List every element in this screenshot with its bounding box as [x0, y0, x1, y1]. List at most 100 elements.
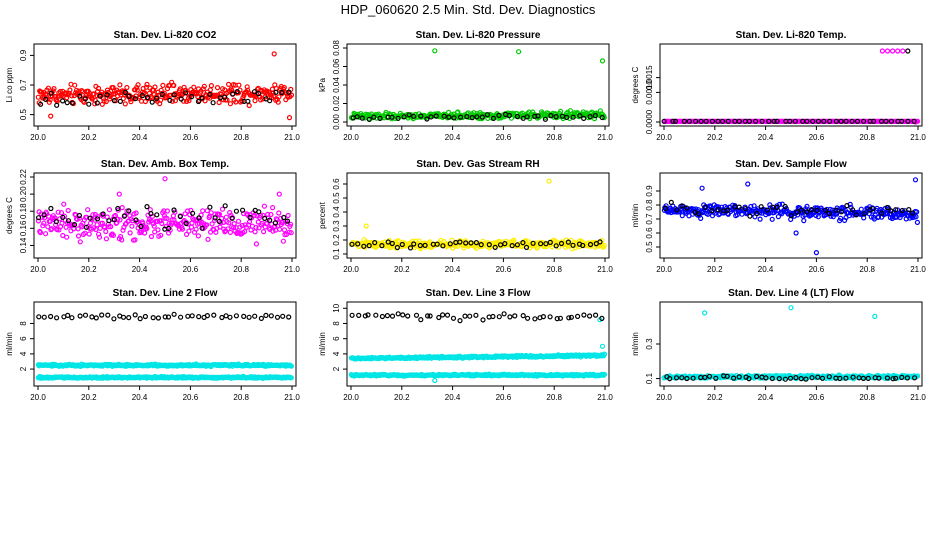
- data-point: [157, 97, 164, 103]
- data-point: [490, 313, 496, 320]
- data-point: [275, 99, 281, 105]
- x-tick-label: 20.2: [81, 393, 97, 402]
- data-point: [804, 203, 810, 210]
- data-point: [865, 375, 871, 382]
- data-point: [138, 223, 144, 230]
- data-point: [457, 239, 463, 245]
- data-point: [709, 118, 716, 124]
- data-point: [288, 230, 294, 236]
- data-point: [850, 374, 856, 380]
- data-point: [129, 223, 135, 229]
- data-point: [77, 239, 83, 245]
- data-point: [230, 91, 236, 97]
- data-point: [43, 231, 49, 237]
- data-point: [361, 243, 367, 249]
- x-tick-label: 20.0: [30, 393, 46, 402]
- data-point: [601, 351, 608, 357]
- plot-frame: [346, 301, 610, 387]
- data-point: [274, 314, 281, 320]
- data-point: [914, 219, 920, 226]
- x-tick-label: 20.4: [445, 133, 461, 142]
- data-point: [566, 315, 572, 321]
- data-point: [524, 114, 530, 120]
- series-sub: [35, 203, 291, 232]
- data-point: [763, 375, 769, 381]
- data-point: [65, 312, 71, 318]
- x-tick-label: 20.8: [859, 133, 875, 142]
- data-point: [284, 218, 291, 224]
- x-tick-label: 20.6: [496, 393, 512, 402]
- x-tick-label: 20.2: [81, 133, 97, 142]
- data-point: [272, 220, 278, 226]
- data-point: [520, 313, 526, 319]
- data-point: [766, 118, 772, 124]
- data-point: [245, 87, 251, 93]
- y-axis-label: Li co ppm: [5, 67, 14, 102]
- data-point: [798, 375, 804, 382]
- data-point: [288, 221, 294, 227]
- data-point: [662, 205, 669, 212]
- data-point: [507, 314, 513, 320]
- x-tick-label: 20.6: [809, 393, 825, 402]
- y-tick-label: 0.22: [19, 169, 28, 185]
- series-all: [661, 305, 921, 382]
- data-point: [373, 312, 379, 318]
- data-point: [587, 313, 593, 319]
- data-point: [854, 118, 861, 124]
- data-point: [570, 242, 576, 248]
- data-point: [132, 96, 138, 102]
- outlier-point: [276, 191, 282, 197]
- outlier-point: [48, 113, 54, 119]
- data-point: [795, 212, 801, 218]
- series-sub: [662, 199, 916, 219]
- data-point: [804, 209, 810, 215]
- data-point: [133, 210, 139, 216]
- data-point: [148, 210, 154, 217]
- data-point: [286, 89, 292, 95]
- data-point: [888, 208, 894, 214]
- data-point: [455, 109, 461, 115]
- data-point: [97, 93, 103, 99]
- data-point: [377, 115, 383, 122]
- data-point: [379, 242, 385, 249]
- data-point: [268, 313, 274, 319]
- data-point: [100, 96, 107, 102]
- data-point: [538, 241, 544, 247]
- data-point: [523, 244, 530, 251]
- data-point: [558, 240, 565, 247]
- outlier-point: [895, 48, 901, 54]
- data-point: [496, 112, 502, 119]
- y-axis-label: percent: [318, 201, 327, 228]
- data-point: [803, 376, 809, 382]
- y-tick-label: 8: [19, 321, 28, 326]
- data-point: [200, 208, 206, 214]
- data-point: [108, 223, 114, 230]
- data-point: [35, 215, 42, 221]
- y-axis-label: degrees C: [5, 197, 14, 234]
- plot-frame: [346, 172, 610, 259]
- data-point: [75, 226, 81, 232]
- series-line3b: [348, 371, 608, 384]
- chart-panel-p9: Stan. Dev. Line 4 (LT) Flow 20.0 20.2 20.4 2…: [631, 288, 926, 402]
- data-point: [233, 208, 239, 214]
- y-tick-label: 0.5: [332, 192, 341, 204]
- data-point: [195, 233, 201, 239]
- data-point: [601, 371, 608, 378]
- data-point: [96, 234, 103, 240]
- y-tick-label: 8: [332, 321, 341, 326]
- data-point: [167, 97, 173, 104]
- y-axis-label: ml/min: [631, 332, 640, 356]
- data-point: [684, 205, 690, 211]
- data-point: [48, 313, 54, 320]
- data-point: [226, 220, 232, 226]
- data-point: [149, 99, 155, 105]
- data-point: [514, 242, 520, 248]
- data-point: [82, 96, 89, 102]
- data-point: [110, 232, 117, 239]
- data-point: [276, 210, 282, 216]
- data-point: [209, 221, 215, 227]
- data-point: [288, 375, 294, 381]
- data-point: [670, 118, 676, 124]
- data-point: [798, 207, 804, 213]
- data-point: [41, 314, 47, 320]
